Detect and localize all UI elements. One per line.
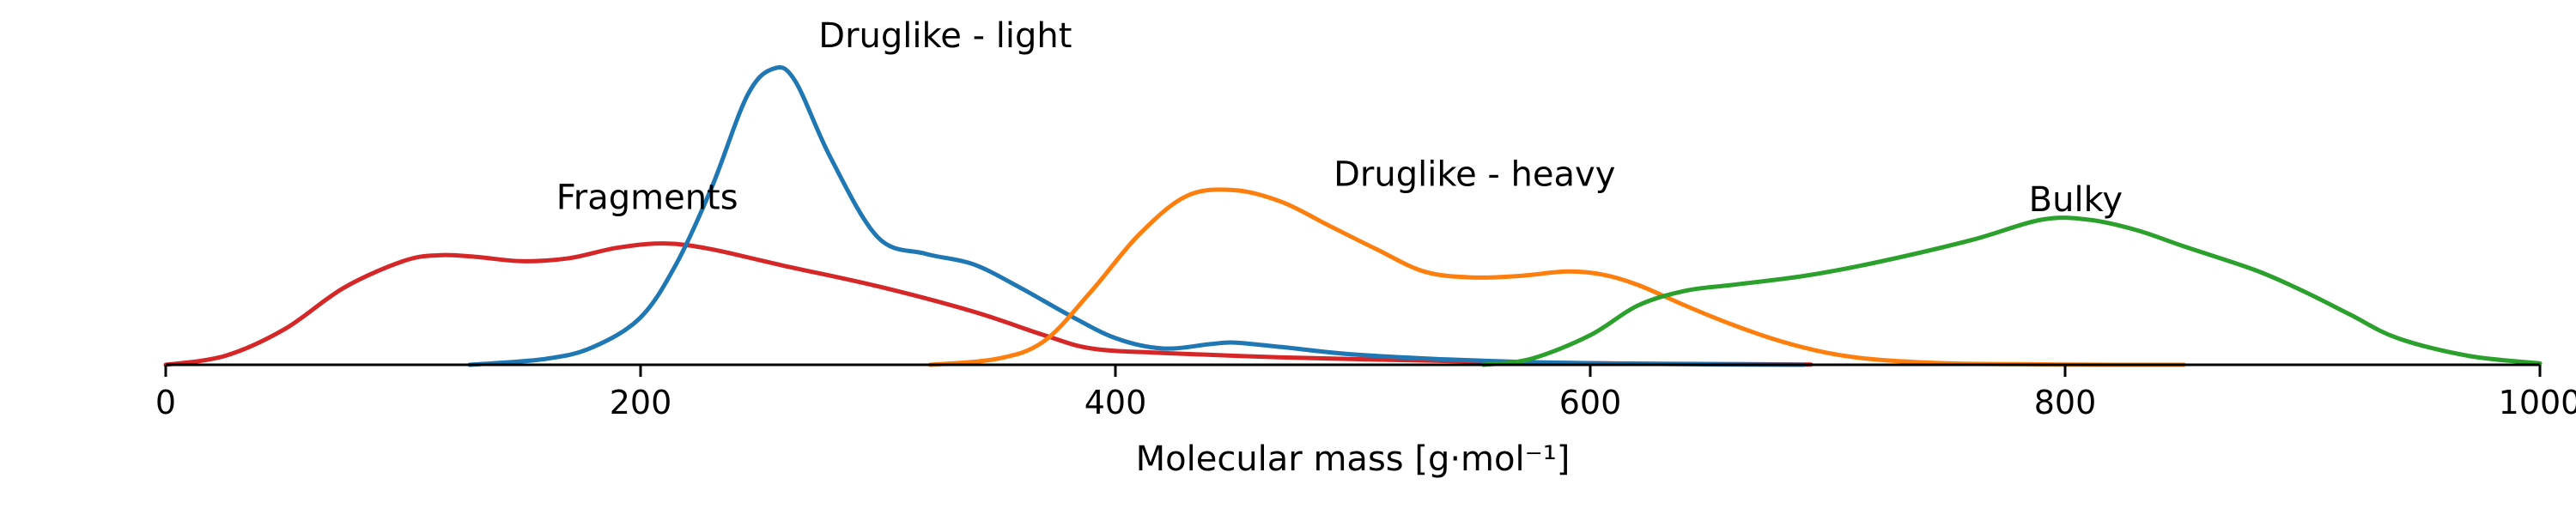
x-axis-label: Molecular mass [g·mol⁻¹] bbox=[1136, 439, 1571, 479]
series-line-druglike-heavy bbox=[927, 187, 2186, 367]
series-labels: Fragments Druglike - light Druglike - he… bbox=[556, 16, 2123, 220]
x-tick-label: 800 bbox=[2034, 384, 2097, 421]
series-line-bulky bbox=[1481, 215, 2543, 367]
series-label-druglike-heavy: Druglike - heavy bbox=[1334, 154, 1615, 194]
x-tick-label: 600 bbox=[1559, 384, 1622, 421]
x-tick-label: 0 bbox=[155, 384, 176, 421]
x-tick-label: 400 bbox=[1084, 384, 1147, 421]
x-axis-ticks: 0 200 400 600 800 1000 bbox=[155, 365, 2576, 421]
series-line-fragments bbox=[163, 241, 1814, 367]
x-tick-label: 1000 bbox=[2499, 384, 2576, 421]
series-line-druglike-light bbox=[467, 65, 1807, 367]
series-label-fragments: Fragments bbox=[556, 179, 738, 218]
series-curves bbox=[163, 65, 2543, 367]
series-label-druglike-light: Druglike - light bbox=[818, 16, 1072, 56]
series-label-bulky: Bulky bbox=[2029, 180, 2123, 220]
x-tick-label: 200 bbox=[610, 384, 672, 421]
